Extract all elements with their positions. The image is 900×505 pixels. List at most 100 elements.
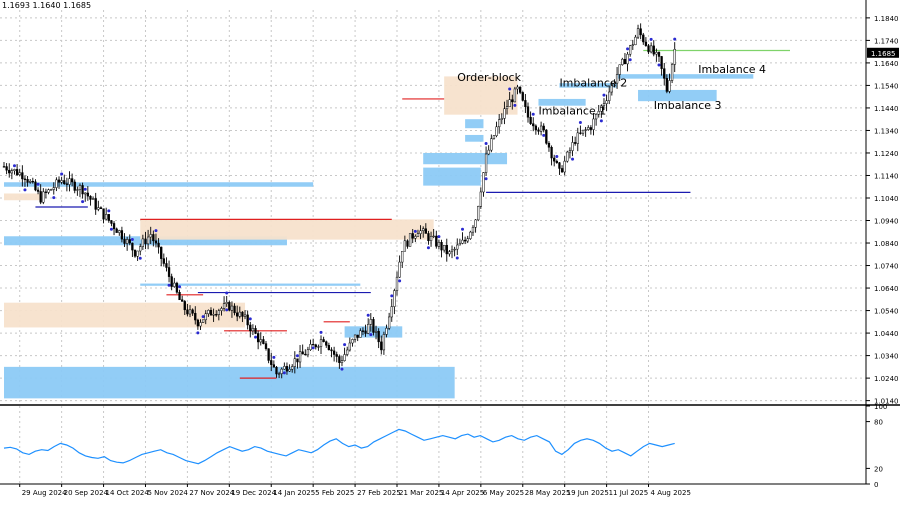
candle-body — [272, 364, 276, 368]
candle-body — [283, 366, 286, 370]
candle-body — [152, 234, 155, 242]
candle-body — [642, 34, 645, 43]
candle-body — [115, 228, 118, 233]
candle-body — [212, 314, 215, 316]
candle-body — [458, 243, 462, 246]
candle-body — [199, 322, 202, 327]
candle-body — [285, 366, 289, 372]
candle-body — [652, 45, 655, 55]
candle-body — [589, 127, 593, 130]
candle-body — [264, 343, 268, 349]
current-price-tag — [867, 47, 899, 58]
candle-body — [369, 319, 372, 325]
candle-body — [94, 198, 97, 210]
candle-body — [139, 246, 142, 252]
candle-body — [128, 239, 131, 244]
candle-body — [571, 142, 574, 151]
candle-body — [141, 238, 145, 247]
candle-body — [395, 276, 399, 291]
candle-body — [487, 149, 490, 155]
candle-body — [204, 313, 207, 321]
candle-body — [181, 299, 184, 302]
candle-body — [387, 316, 391, 329]
candle-body — [390, 306, 393, 318]
candle-body — [10, 170, 14, 174]
fractal-marker — [130, 237, 134, 241]
fractal-marker — [282, 371, 286, 375]
candle-body — [419, 230, 422, 234]
candle-body — [133, 249, 137, 257]
candle-body — [162, 258, 165, 264]
candle-body — [482, 172, 485, 193]
candle-body — [401, 250, 404, 263]
candle-body — [422, 228, 425, 231]
zone-annotation: Imbalance 3 — [654, 99, 722, 112]
fractal-marker — [60, 172, 64, 176]
candle-body — [78, 185, 82, 190]
candle-body — [432, 235, 435, 238]
fractal-marker — [484, 142, 488, 146]
fractal-marker — [673, 37, 677, 41]
imbalance-zone — [538, 98, 586, 106]
oscillator-panel: 100 80 20 0 — [0, 403, 900, 489]
candle-body — [157, 242, 160, 248]
candle-body — [445, 244, 448, 255]
candle-body — [107, 214, 110, 221]
candle-body — [610, 83, 613, 93]
candle-body — [568, 150, 572, 153]
time-tick-label: 5 Feb 2025 — [315, 489, 354, 497]
candle-body — [97, 207, 100, 210]
candle-body — [183, 301, 186, 311]
fractal-marker — [578, 121, 582, 125]
fractal-marker — [602, 93, 606, 97]
candle-body — [173, 282, 176, 287]
fractal-marker — [343, 343, 347, 347]
candle-body — [293, 358, 296, 367]
price-tick-label: 1.0540 — [874, 308, 899, 316]
time-tick-label: 21 Mar 2025 — [399, 489, 443, 497]
candle-body — [639, 28, 642, 36]
candle-body — [306, 349, 310, 356]
zone-annotation: Imbalance 1 — [538, 105, 606, 118]
candle-body — [393, 290, 396, 307]
candle-body — [521, 92, 524, 101]
candle-body — [385, 327, 388, 335]
fractal-marker — [626, 47, 630, 51]
candle-body — [602, 103, 606, 107]
candle-body — [555, 160, 558, 163]
candle-body — [136, 250, 139, 257]
candle-body — [327, 345, 331, 351]
oscillator-tick-label: 80 — [874, 419, 883, 427]
candle-body — [576, 132, 579, 144]
orderblock-zone — [140, 219, 434, 240]
price-tick-label: 1.0840 — [874, 240, 899, 248]
candle-body — [511, 99, 514, 103]
fractal-marker — [36, 182, 40, 186]
candle-body — [89, 195, 92, 200]
time-tick-label: 6 May 2025 — [483, 489, 524, 497]
fractal-marker — [272, 355, 276, 359]
price-tick-label: 1.1540 — [874, 82, 899, 90]
candle-body — [374, 330, 378, 333]
fractal-marker — [390, 294, 394, 298]
candle-body — [529, 116, 532, 124]
price-tick-label: 1.1440 — [874, 105, 899, 113]
candle-body — [440, 242, 443, 251]
candle-body — [270, 360, 273, 365]
candle-body — [534, 125, 538, 131]
candle-body — [68, 178, 71, 185]
candle-body — [597, 111, 600, 115]
candle-body — [581, 129, 585, 134]
fractal-marker — [508, 87, 512, 91]
candle-body — [649, 45, 653, 53]
candle-body — [280, 368, 283, 374]
fractal-marker — [628, 58, 632, 62]
fractal-marker — [413, 229, 417, 233]
candle-body — [471, 227, 475, 233]
fractal-marker — [599, 119, 603, 123]
candle-body — [466, 238, 469, 242]
fractal-marker — [369, 333, 373, 337]
candle-body — [367, 324, 370, 334]
